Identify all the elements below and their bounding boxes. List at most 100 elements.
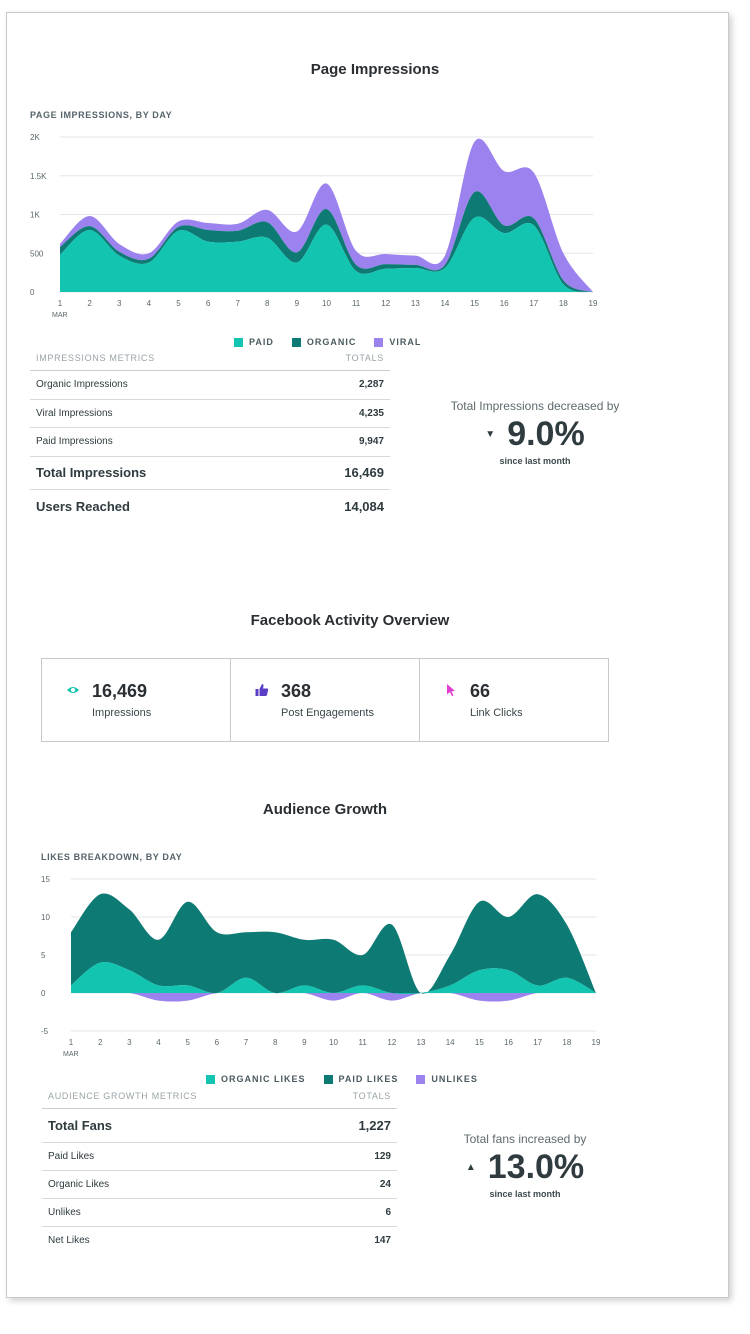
x-tick-label: 7 [235,299,240,308]
x-axis-month-label: MAR [52,312,68,319]
table-row: Unlikes 6 [42,1198,397,1227]
series-area-organic [60,191,593,292]
impressions-legend: PAID ORGANIC VIRAL [234,337,421,347]
x-tick-label: 8 [273,1038,278,1047]
x-tick-label: 12 [381,299,390,308]
organic-likes-swatch [206,1074,215,1084]
x-tick-label: 3 [127,1038,132,1047]
paid-swatch [234,337,243,347]
row-value: 129 [312,1142,397,1171]
legend-label-organic: ORGANIC [306,337,357,347]
row-value: 6 [312,1198,397,1227]
impressions-chart-label: PAGE IMPRESSIONS, BY DAY [30,110,173,120]
row-value: 147 [374,1234,391,1246]
table-row: Paid Likes 129 [42,1142,397,1171]
x-tick-label: 9 [302,1038,307,1047]
activity-label: Impressions [92,707,152,719]
x-tick-label: 14 [446,1038,455,1047]
x-tick-label: 2 [98,1038,103,1047]
x-tick-label: 4 [156,1038,161,1047]
summary-value: 13.0% [487,1148,585,1186]
x-tick-label: 17 [529,299,538,308]
summary-percent: ▼ 9.0% [420,415,650,454]
y-tick-label: 15 [41,875,50,884]
table-header-totals: TOTALS [312,1088,397,1109]
row-value: 1,227 [312,1108,397,1143]
row-label: Unlikes [42,1198,313,1227]
y-tick-label: 10 [41,913,50,922]
row-value: 14,084 [344,498,384,514]
activity-card-link-clicks: 66 Link Clicks [420,659,608,741]
x-tick-label: 10 [329,1038,338,1047]
x-tick-label: 12 [387,1038,396,1047]
cursor-icon [447,684,455,697]
table-header-row: AUDIENCE GROWTH METRICS TOTALS [42,1088,397,1109]
y-tick-label: -5 [41,1027,49,1036]
audience-summary: Total fans increased by ▲ 13.0% since la… [410,1132,640,1199]
audience-growth-title: Audience Growth [262,801,388,818]
likes-chart-label: LIKES BREAKDOWN, BY DAY [41,852,183,862]
x-tick-label: 13 [417,1038,426,1047]
summary-lead: Total Impressions decreased by [450,399,620,413]
legend-label-organic-likes: ORGANIC LIKES [221,1074,306,1084]
x-tick-label: 19 [592,1038,601,1047]
x-tick-label: 14 [440,299,449,308]
table-row: Users Reached 14,084 [30,489,390,523]
table-row: Organic Impressions 2,287 [30,370,390,400]
legend-label-unlikes: UNLIKES [431,1074,478,1084]
y-tick-label: 0 [30,288,35,297]
row-label: Organic Likes [42,1170,313,1199]
legend-label-paid-likes: PAID LIKES [338,1074,399,1084]
x-tick-label: 11 [359,1038,368,1047]
x-axis-month-label: MAR [63,1051,79,1058]
series-area-paid [60,216,593,292]
summary-value: 9.0% [507,415,585,453]
y-tick-label: 0 [41,989,46,998]
x-tick-label: 1 [58,299,63,308]
legend-item-paid-likes: PAID LIKES [323,1074,399,1084]
thumbs-up-icon [255,684,269,696]
decrease-arrow-icon: ▼ [485,429,496,440]
table-row: Total Impressions 16,469 [30,456,390,490]
increase-arrow-icon: ▲ [465,1162,476,1173]
eye-icon [67,687,79,693]
x-tick-label: 16 [504,1038,513,1047]
legend-label-paid: PAID [249,337,274,347]
activity-card-engagements: 368 Post Engagements [231,659,420,741]
table-row: Viral Impressions 4,235 [30,399,390,428]
activity-overview-title: Facebook Activity Overview [250,612,450,629]
y-tick-label: 5 [41,951,46,960]
x-tick-label: 18 [562,1038,571,1047]
x-tick-label: 5 [185,1038,190,1047]
table-header-metric: AUDIENCE GROWTH METRICS [42,1088,313,1109]
x-tick-label: 7 [244,1038,249,1047]
row-label: Paid Impressions [30,427,288,457]
impressions-summary: Total Impressions decreased by ▼ 9.0% si… [420,399,650,466]
activity-label: Link Clicks [470,707,523,719]
x-tick-label: 11 [352,299,361,308]
row-label: Net Likes [48,1234,90,1246]
y-tick-label: 500 [30,249,44,258]
unlikes-swatch [416,1074,426,1084]
x-tick-label: 19 [589,299,598,308]
row-label: Viral Impressions [30,399,288,428]
row-value: 4,235 [287,399,390,428]
series-area-paid-likes [71,893,596,994]
x-tick-label: 2 [87,299,92,308]
x-tick-label: 17 [533,1038,542,1047]
legend-item-paid: PAID [234,337,274,347]
page-impressions-title: Page Impressions [310,61,440,78]
audience-metrics-table: AUDIENCE GROWTH METRICS TOTALS Total Fan… [42,1088,397,1254]
organic-swatch [291,337,301,347]
activity-value: 368 [281,681,312,701]
legend-item-viral: VIRAL [374,337,421,347]
x-tick-label: 5 [176,299,181,308]
y-tick-label: 1K [30,211,40,220]
x-tick-label: 1 [69,1038,74,1047]
row-label: Paid Likes [42,1142,313,1171]
table-header-row: IMPRESSIONS METRICS TOTALS [30,350,390,371]
row-value: 24 [312,1170,397,1199]
row-value: 16,469 [287,456,390,490]
